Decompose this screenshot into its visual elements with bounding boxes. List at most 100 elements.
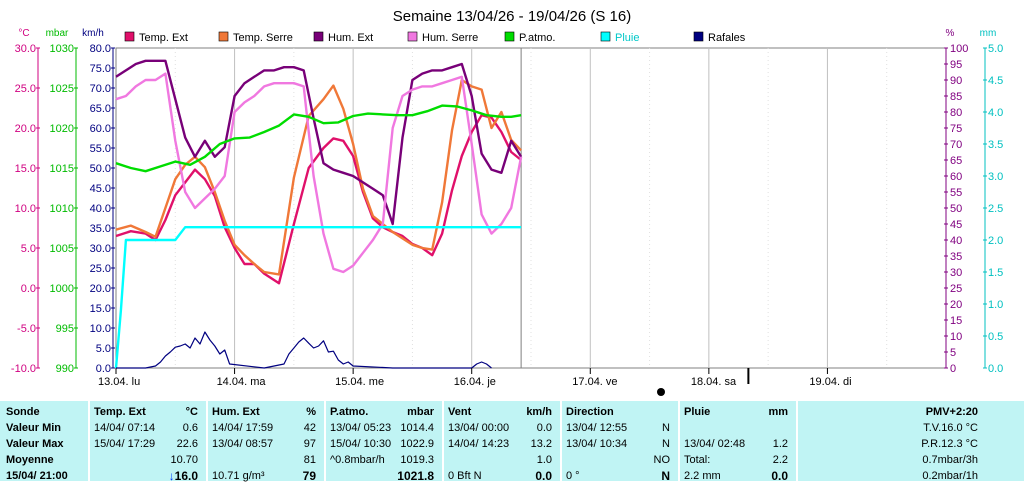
humidity-tick-label: 90 (950, 75, 962, 87)
pressure-tick-label: 1020 (50, 123, 74, 135)
direction-avg-value: NO (653, 454, 671, 466)
info-panel: Sonde Valeur Min Valeur Max Moyenne 15/0… (0, 401, 1024, 483)
humidity-tick-label: 5 (950, 347, 956, 359)
direction-current-value: N (661, 469, 670, 483)
pressure-column: P.atmo. mbar 13/04/ 05:23 1014.4 15/04/ … (326, 401, 440, 483)
humidity-tick-label: 100 (950, 43, 968, 55)
pressure-axis-unit: mbar (46, 28, 69, 39)
row-label-avg: Moyenne (6, 454, 54, 466)
temp-min-value: 0.6 (182, 422, 198, 434)
humidity-tick-label: 60 (950, 171, 962, 183)
wind-tick-label: 35.0 (90, 223, 111, 235)
x-tick-label: 14.04. ma (217, 376, 267, 388)
wind-header: Vent (448, 406, 472, 418)
hum-min-time: 14/04/ 17:59 (212, 422, 274, 434)
series-pluie (114, 225, 522, 369)
pressure-max-value: 1022.9 (400, 438, 434, 450)
wind-tick-label: 40.0 (90, 203, 111, 215)
wind-min-value: 0.0 (536, 422, 552, 434)
wind-avg-value: 1.0 (536, 454, 552, 466)
temp-column: Temp. Ext °C 14/04/ 07:14 0.6 15/04/ 17:… (90, 401, 204, 483)
weather-chart: Semaine 13/04/26 - 19/04/26 (S 16) Temp.… (11, 8, 1003, 396)
series-temp-ext (115, 113, 522, 285)
hum-unit: % (306, 406, 316, 418)
temp-current-value: ↓16.0 (168, 469, 198, 483)
column-separator (560, 401, 562, 481)
x-tick-label: 15.04. me (335, 376, 384, 388)
wind-tick-label: 15.0 (90, 303, 111, 315)
humidity-tick-label: 10 (950, 331, 962, 343)
column-separator (678, 401, 680, 481)
pmv-line-3: 0.7mbar/3h (922, 454, 978, 466)
humidity-tick-label: 45 (950, 219, 962, 231)
humidity-tick-label: 40 (950, 235, 962, 247)
pmv-line-4: 0.2mbar/1h (922, 470, 978, 482)
humidity-tick-label: 20 (950, 299, 962, 311)
rain-tick-label: 4.5 (988, 75, 1003, 87)
pressure-current-value: 1021.8 (397, 469, 434, 483)
wind-tick-label: 50.0 (90, 163, 111, 175)
humidity-tick-label: 25 (950, 283, 962, 295)
series-hum-serre (115, 72, 523, 274)
sonde-column: Sonde Valeur Min Valeur Max Moyenne 15/0… (0, 401, 86, 482)
hum-min-value: 42 (303, 422, 316, 434)
humidity-tick-label: 85 (950, 91, 962, 103)
series-rafales (116, 331, 492, 369)
wind-tick-label: 70.0 (90, 83, 111, 95)
pressure-tick-label: 995 (56, 323, 74, 335)
legend-swatch (504, 31, 515, 42)
direction-min-time: 13/04/ 12:55 (566, 422, 628, 434)
humidity-tick-label: 55 (950, 187, 962, 199)
legend-swatch (124, 31, 135, 42)
wind-max-value: 13.2 (530, 438, 552, 450)
rain-tick-label: 0.5 (988, 331, 1003, 343)
series-hum-ext (115, 59, 523, 226)
chart-title: Semaine 13/04/26 - 19/04/26 (S 16) (393, 8, 632, 25)
hum-header: Hum. Ext (212, 406, 260, 418)
column-separator (88, 401, 90, 481)
row-label-current: 15/04/ 21:00 (6, 470, 68, 482)
legend-label: P.atmo. (519, 32, 556, 44)
rain-unit: mm (768, 406, 788, 418)
hum-column: Hum. Ext % 14/04/ 17:59 42 13/04/ 08:57 … (208, 401, 322, 483)
x-tick-label: 16.04. je (454, 376, 496, 388)
temp-tick-label: -5.0 (17, 323, 36, 335)
legend-swatch (313, 31, 324, 42)
rain-tick-label: 2.5 (988, 203, 1003, 215)
rain-total-label: Total: (684, 454, 711, 466)
temp-tick-label: 5.0 (21, 243, 36, 255)
temp-tick-label: 20.0 (15, 123, 36, 135)
humidity-tick-label: 0 (950, 363, 956, 375)
legend-swatch (407, 31, 418, 42)
wind-beaufort: 0 Bft N (448, 470, 482, 482)
wind-tick-label: 20.0 (90, 283, 111, 295)
wind-tick-label: 10.0 (90, 323, 111, 335)
humidity-axis-unit: % (946, 28, 955, 39)
pressure-tick-label: 990 (56, 363, 74, 375)
wind-column: Vent km/h 13/04/ 00:00 0.0 14/04/ 14:23 … (444, 401, 558, 483)
legend-label: Pluie (615, 32, 639, 44)
trend-down-icon: ↓ (168, 469, 175, 483)
rain-tick-label: 2.0 (988, 235, 1003, 247)
direction-max-value: N (662, 438, 670, 450)
direction-header: Direction (566, 406, 614, 418)
direction-column: Direction 13/04/ 12:55 N 13/04/ 10:34 N … (562, 401, 676, 483)
rain-tick-label: 5.0 (988, 43, 1003, 55)
rain-column: Pluie mm 13/04/ 02:48 1.2 Total: 2.2 2.2… (680, 401, 794, 483)
chart-legend: Temp. Ext Temp. Serre Hum. Ext Hum. Serre P.… (124, 31, 746, 44)
pressure-min-time: 13/04/ 05:23 (330, 422, 392, 434)
pressure-tick-label: 1015 (50, 163, 74, 175)
legend-label: Hum. Serre (422, 32, 478, 44)
rain-today: 2.2 mm (684, 470, 721, 482)
temp-unit: °C (185, 406, 198, 418)
hum-current-value: 79 (302, 469, 316, 483)
rain-tick-label: 3.0 (988, 171, 1003, 183)
chart-plot-area (114, 59, 523, 369)
humidity-tick-label: 75 (950, 123, 962, 135)
pmv-line-1: T.V.16.0 °C (923, 422, 978, 434)
wind-unit: km/h (526, 406, 552, 418)
hum-max-time: 13/04/ 08:57 (212, 438, 274, 450)
sonde-header: Sonde (6, 406, 40, 418)
pressure-header: P.atmo. (330, 406, 369, 418)
x-axis: 13.04. lu 14.04. ma 15.04. me 16.04. je 17.0… (98, 368, 852, 388)
